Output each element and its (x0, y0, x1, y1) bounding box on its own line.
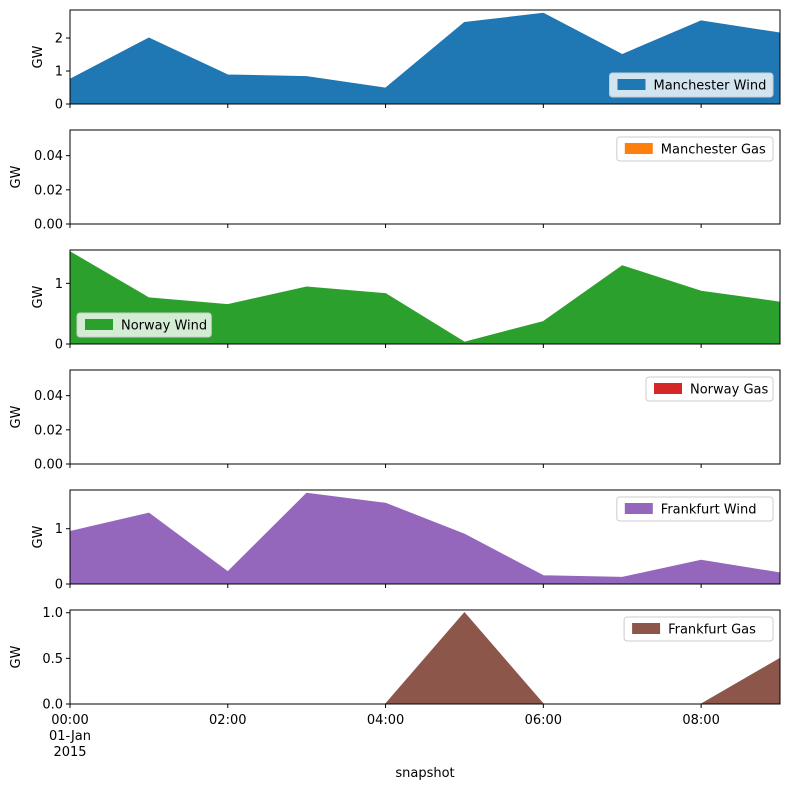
x-tick-label: 02:00 (209, 713, 246, 728)
y-tick-label: 1.0 (42, 606, 63, 621)
y-tick-label: 1 (55, 277, 63, 292)
legend-frankfurt-gas: Frankfurt Gas (623, 616, 774, 642)
legend-norway-gas: Norway Gas (645, 376, 774, 402)
y-tick-label: 0 (55, 338, 63, 353)
panel-manchester-gas: 0.00 0.02 0.04 GW Manchester Gas (9, 129, 781, 233)
legend-swatch (85, 319, 113, 330)
y-tick-label: 0.02 (34, 423, 63, 438)
legend-manchester-gas: Manchester Gas (616, 136, 774, 162)
axes-frame (69, 609, 781, 705)
legend-label: Norway Wind (121, 319, 207, 334)
y-axis-label: GW (9, 645, 24, 668)
legend-box (623, 616, 774, 642)
x-axis-label: snapshot (395, 766, 454, 781)
panel-frankfurt-wind: 0 1 GW Frankfurt Wind (31, 489, 781, 593)
x-tick-label: 00:00 (51, 713, 88, 728)
legend-label: Manchester Gas (661, 143, 766, 158)
y-tick-label: 0.04 (34, 389, 63, 404)
legend-swatch (654, 383, 682, 394)
x-tick-label: 08:00 (682, 713, 719, 728)
legend-label: Frankfurt Gas (668, 623, 756, 638)
axes-frame (69, 9, 781, 105)
y-tick-label: 0 (55, 98, 63, 113)
legend-swatch (617, 79, 646, 90)
axes-frame (69, 489, 781, 585)
axes-frame (69, 369, 781, 465)
y-tick-label: 0 (55, 578, 63, 593)
legend-manchester-wind: Manchester Wind (609, 72, 774, 98)
y-axis-label: GW (31, 45, 46, 68)
legend-norway-wind: Norway Wind (76, 312, 212, 338)
y-tick-label: 0.0 (42, 698, 63, 713)
panel-frankfurt-gas: 0.0 0.5 1.0 GW Frankfurt Gas (9, 606, 781, 713)
y-tick-label: 2 (55, 32, 63, 47)
x-tick-label: 04:00 (367, 713, 404, 728)
y-tick-label: 0.00 (34, 218, 63, 233)
y-tick-label: 1 (55, 522, 63, 537)
legend-frankfurt-wind: Frankfurt Wind (616, 496, 774, 522)
axes-frame (69, 129, 781, 225)
y-tick-label: 0.00 (34, 458, 63, 473)
y-axis-label: GW (31, 285, 46, 308)
legend-swatch (632, 623, 661, 634)
legend-label: Frankfurt Wind (661, 503, 757, 518)
panel-norway-wind: 0 1 GW Norway Wind (31, 249, 781, 353)
y-tick-label: 0.02 (34, 183, 63, 198)
y-axis-label: GW (9, 165, 24, 188)
panel-norway-gas: 0.00 0.02 0.04 GW Norway Gas (9, 369, 781, 473)
x-tick-label: 06:00 (525, 713, 562, 728)
legend-box (609, 72, 774, 98)
legend-swatch (624, 503, 653, 514)
y-axis-label: GW (31, 525, 46, 548)
legend-label: Norway Gas (690, 383, 768, 398)
y-axis-label: GW (9, 405, 24, 428)
legend-box (616, 136, 774, 162)
y-tick-label: 0.5 (42, 652, 63, 667)
legend-label: Manchester Wind (654, 79, 767, 94)
x-tick-date-line1: 01-Jan (49, 729, 91, 744)
x-tick-date-line2: 2015 (53, 745, 86, 760)
panel-manchester-wind: 0 1 2 GW Manchester Wind (31, 9, 781, 113)
y-tick-label: 1 (55, 65, 63, 80)
axes-frame (69, 249, 781, 345)
legend-swatch (624, 143, 653, 154)
y-tick-label: 0.04 (34, 149, 63, 164)
legend-box (616, 496, 774, 522)
